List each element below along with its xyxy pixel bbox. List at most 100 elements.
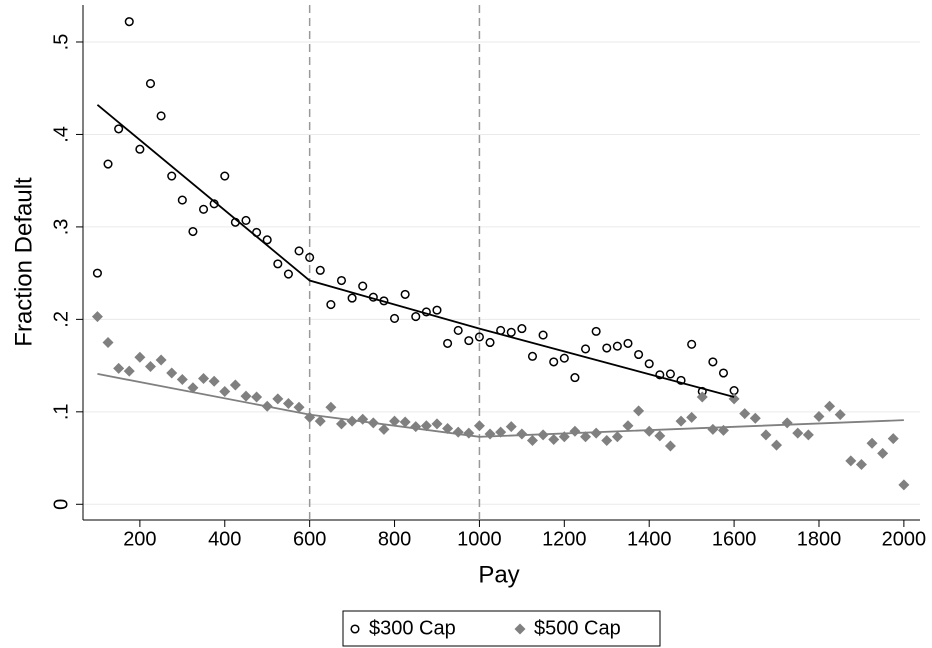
data-point bbox=[453, 325, 463, 336]
data-point bbox=[516, 428, 528, 440]
data-point bbox=[473, 420, 485, 432]
data-point bbox=[176, 373, 188, 385]
data-point bbox=[420, 420, 432, 432]
data-point bbox=[527, 351, 538, 361]
legend-label: $500 Cap bbox=[534, 617, 621, 639]
x-tick-label: 600 bbox=[293, 528, 326, 550]
data-point bbox=[315, 265, 325, 275]
data-point bbox=[538, 330, 548, 340]
data-point bbox=[484, 428, 496, 440]
data-point bbox=[696, 391, 708, 403]
data-point bbox=[517, 324, 527, 334]
data-point bbox=[675, 415, 687, 427]
data-point bbox=[548, 434, 560, 446]
data-point bbox=[866, 437, 878, 449]
data-point bbox=[452, 426, 464, 438]
data-point bbox=[708, 357, 718, 367]
data-point bbox=[463, 427, 475, 439]
data-point bbox=[686, 411, 698, 423]
legend-box bbox=[342, 610, 661, 647]
data-point bbox=[633, 405, 645, 417]
data-point bbox=[654, 430, 666, 442]
data-point bbox=[114, 124, 124, 134]
data-point bbox=[411, 312, 421, 322]
data-point bbox=[442, 422, 454, 434]
data-point bbox=[282, 398, 294, 410]
x-tick-label: 400 bbox=[208, 528, 241, 550]
x-tick-label: 1600 bbox=[712, 528, 757, 550]
data-point bbox=[166, 367, 178, 379]
y-tick-label: .3 bbox=[50, 219, 72, 236]
data-point bbox=[739, 408, 751, 420]
y-axis-title: Fraction Default bbox=[10, 177, 37, 347]
data-point bbox=[347, 293, 357, 303]
data-point bbox=[602, 343, 612, 353]
fit-line bbox=[96, 104, 735, 398]
data-point bbox=[505, 421, 517, 433]
data-point bbox=[718, 368, 729, 378]
x-tick-label: 1800 bbox=[797, 528, 842, 550]
data-point bbox=[91, 311, 103, 323]
data-point bbox=[155, 354, 167, 366]
data-point bbox=[813, 410, 825, 422]
data-point bbox=[824, 400, 836, 412]
data-point bbox=[358, 281, 368, 291]
data-point bbox=[877, 447, 889, 459]
data-point bbox=[113, 362, 125, 374]
data-point bbox=[326, 300, 336, 310]
data-point bbox=[251, 391, 263, 403]
data-point bbox=[145, 79, 156, 89]
data-point bbox=[506, 327, 516, 337]
data-point bbox=[177, 195, 187, 205]
data-point bbox=[887, 433, 899, 445]
legend-marker bbox=[350, 624, 360, 634]
data-point bbox=[399, 416, 411, 428]
data-point bbox=[273, 259, 283, 269]
data-point bbox=[749, 412, 761, 424]
data-point bbox=[400, 289, 410, 299]
data-point bbox=[123, 365, 135, 377]
data-point bbox=[103, 159, 113, 169]
data-point bbox=[591, 326, 601, 336]
data-point bbox=[485, 337, 495, 348]
legend-marker bbox=[514, 623, 526, 635]
data-point bbox=[124, 17, 134, 27]
x-axis-title: Pay bbox=[478, 561, 519, 588]
data-point bbox=[198, 204, 209, 214]
data-point bbox=[676, 375, 686, 385]
x-tick-label: 1400 bbox=[627, 528, 672, 550]
data-point bbox=[135, 144, 145, 154]
data-point bbox=[729, 386, 739, 396]
data-point bbox=[325, 401, 337, 413]
y-tick-label: 0 bbox=[50, 499, 72, 510]
data-point bbox=[495, 426, 507, 438]
data-point bbox=[464, 336, 474, 346]
data-point bbox=[569, 425, 581, 437]
data-point bbox=[389, 313, 400, 323]
data-point bbox=[601, 434, 613, 446]
data-point bbox=[771, 439, 783, 451]
data-point bbox=[728, 393, 740, 405]
data-point bbox=[335, 418, 347, 430]
data-point bbox=[643, 425, 655, 437]
data-point bbox=[855, 459, 867, 471]
data-point bbox=[845, 455, 857, 467]
data-point bbox=[208, 375, 220, 387]
data-point bbox=[665, 369, 675, 379]
y-tick-label: .5 bbox=[50, 34, 72, 51]
data-point bbox=[431, 418, 443, 430]
fit-line bbox=[97, 373, 904, 438]
data-point bbox=[707, 423, 719, 435]
data-point bbox=[102, 336, 114, 348]
y-tick-label: .1 bbox=[50, 403, 72, 420]
data-point bbox=[474, 332, 484, 342]
y-tick-label: .4 bbox=[50, 126, 72, 143]
data-point bbox=[612, 341, 622, 351]
data-point bbox=[580, 431, 592, 443]
data-point bbox=[294, 246, 304, 256]
data-point bbox=[134, 351, 146, 363]
legend-label: $300 Cap bbox=[369, 617, 456, 639]
x-tick-label: 1200 bbox=[542, 528, 587, 550]
